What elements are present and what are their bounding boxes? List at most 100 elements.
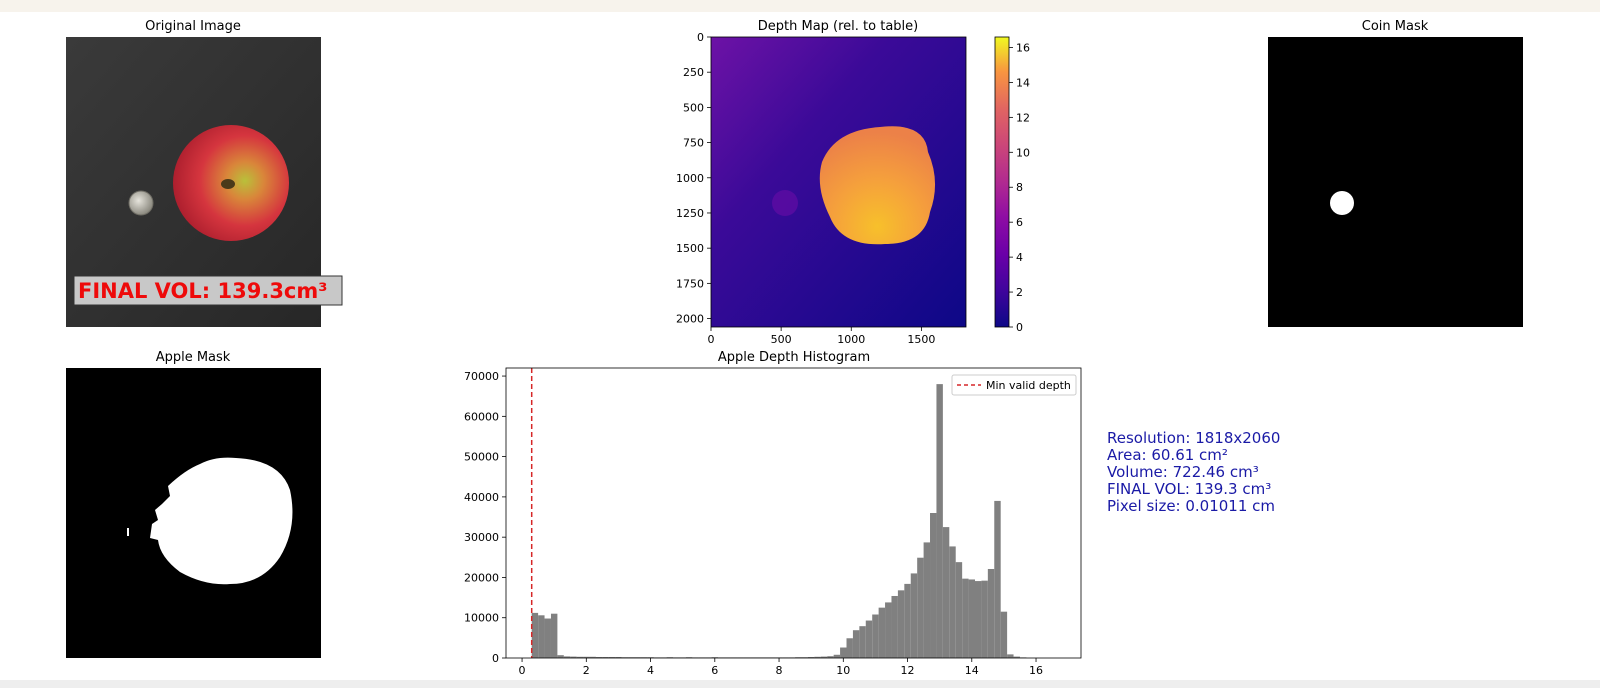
histogram-bar	[550, 613, 558, 658]
histogram-bar	[711, 657, 719, 658]
depth-y-tick-label: 500	[683, 101, 704, 114]
histogram-bar	[801, 657, 808, 658]
histogram-title: Apple Depth Histogram	[718, 350, 870, 365]
histogram-bar	[628, 657, 635, 658]
histogram-y-tick-label: 40000	[464, 491, 499, 504]
histogram-bar	[923, 542, 931, 658]
depth-coin-region	[772, 190, 798, 216]
apple-mask-title: Apple Mask	[156, 350, 231, 365]
colorbar-tick-label: 14	[1016, 76, 1030, 89]
colorbar-tick-label: 8	[1016, 181, 1023, 194]
figure: Original Image FINAL VOL: 139.3cm³ Depth…	[0, 12, 1600, 680]
histogram-frame	[505, 367, 1082, 659]
histogram-bar	[685, 657, 693, 658]
coin-mask-title: Coin Mask	[1362, 19, 1429, 34]
depth-y-tick-label: 1000	[676, 172, 704, 185]
histogram-bar	[840, 647, 847, 658]
coin-mask-blob	[1330, 191, 1354, 215]
histogram-bar	[833, 654, 841, 658]
histogram-legend: Min valid depth	[951, 374, 1077, 396]
depth-colorbar	[994, 36, 1010, 328]
histogram-x-tick-label: 2	[583, 664, 590, 677]
info-line: Area: 60.61 cm²	[1107, 446, 1228, 464]
histogram-bar	[634, 657, 641, 658]
histogram-y-tick-label: 10000	[464, 612, 499, 625]
histogram-bar	[563, 656, 571, 658]
colorbar-tick-label: 4	[1016, 251, 1023, 264]
histogram-bar	[640, 657, 648, 658]
info-line: FINAL VOL: 139.3 cm³	[1107, 480, 1271, 498]
depth-y-tick-label: 1750	[676, 277, 704, 290]
histogram-x-tick-label: 10	[836, 664, 850, 677]
histogram-y-axis: 0 10000 20000 30000 40000 50000 60000 70000	[464, 370, 506, 665]
histogram-bar	[981, 580, 988, 658]
histogram-bar	[917, 557, 924, 658]
histogram-bar	[647, 657, 654, 658]
depth-y-tick-label: 2000	[676, 313, 704, 326]
histogram-bar	[885, 602, 892, 658]
final-volume-overlay-box	[73, 275, 343, 306]
colorbar-tick-label: 6	[1016, 216, 1023, 229]
depth-y-tick-label: 1250	[676, 207, 704, 220]
apple-mask-blob	[150, 457, 293, 585]
histogram-bar	[865, 620, 873, 658]
depth-colorbar-axis: 0 2 4 6 8 10 12 14 16	[1009, 41, 1030, 334]
histogram-bar	[897, 590, 905, 658]
histogram-bar	[820, 656, 828, 658]
histogram-bar	[608, 656, 616, 658]
histogram-x-tick-label: 8	[776, 664, 783, 677]
histogram-bar	[974, 581, 982, 658]
histogram-y-tick-label: 50000	[464, 451, 499, 464]
depth-x-axis: 0 500 1000 1500	[708, 327, 935, 346]
histogram-bar	[891, 595, 898, 658]
histogram-bar	[930, 513, 937, 658]
info-line: Volume: 722.46 cm³	[1107, 463, 1259, 481]
depth-x-tick-label: 1500	[907, 333, 935, 346]
histogram-x-tick-label: 16	[1029, 664, 1043, 677]
depth-map-title: Depth Map (rel. to table)	[758, 19, 918, 34]
figure-canvas: Original Image FINAL VOL: 139.3cm³ Depth…	[66, 19, 1523, 677]
depth-x-tick-label: 500	[771, 333, 792, 346]
histogram-bar	[968, 579, 975, 658]
histogram-bar	[942, 527, 950, 658]
histogram-bar	[1013, 656, 1020, 658]
histogram-bar	[576, 656, 584, 658]
original-image-title: Original Image	[145, 19, 241, 34]
histogram-bar	[987, 568, 995, 658]
histogram-y-tick-label: 0	[492, 652, 499, 665]
histogram-x-axis: 0 2 4 6 8 10 12 14 16	[519, 658, 1043, 677]
final-volume-overlay-text: FINAL VOL: 139.3cm³	[78, 279, 327, 303]
histogram-bar	[814, 656, 821, 658]
colorbar-tick-label: 10	[1016, 146, 1030, 159]
histogram-legend-box	[951, 374, 1077, 396]
histogram-bar	[846, 638, 853, 658]
histogram-bar	[621, 657, 629, 658]
histogram-bar	[795, 657, 802, 658]
depth-apple-region	[819, 126, 936, 245]
histogram-bar	[544, 618, 551, 658]
histogram-bar	[962, 578, 969, 658]
histogram-y-tick-label: 20000	[464, 571, 499, 584]
histogram-y-tick-label: 60000	[464, 410, 499, 423]
bottom-strip	[0, 680, 1600, 688]
depth-y-tick-label: 250	[683, 66, 704, 79]
histogram-y-tick-label: 30000	[464, 531, 499, 544]
depth-map-panel: Depth Map (rel. to table) 0 500 1000 1500 0…	[676, 19, 1030, 346]
colorbar-tick-label: 12	[1016, 111, 1030, 124]
histogram-bar	[936, 384, 943, 658]
histogram-bar	[827, 656, 834, 658]
histogram-bar	[878, 607, 886, 658]
apple-mask-panel: Apple Mask	[66, 350, 321, 658]
colorbar-tick-label: 16	[1016, 41, 1030, 54]
histogram-bar	[904, 583, 911, 658]
original-image-panel: Original Image FINAL VOL: 139.3cm³	[66, 19, 343, 327]
histogram-bar	[538, 615, 545, 658]
histogram-bar	[859, 626, 866, 658]
histogram-y-tick-label: 70000	[464, 370, 499, 383]
histogram-bar	[557, 655, 564, 658]
histogram-panel: Apple Depth Histogram 0 2 4 6 8 10 12 14 16 0 100…	[464, 350, 1082, 677]
histogram-bar	[595, 656, 603, 658]
depth-y-tick-label: 1500	[676, 242, 704, 255]
histogram-bar	[666, 657, 674, 658]
histogram-bar	[589, 656, 596, 658]
